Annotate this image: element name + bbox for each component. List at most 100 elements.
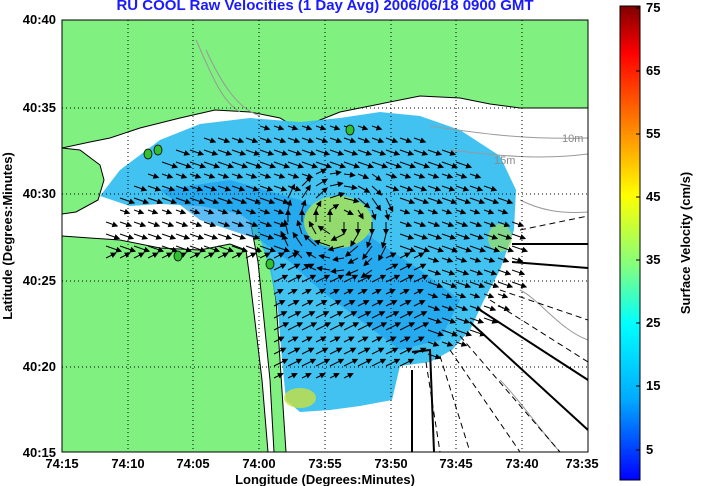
velocity-vector [441,221,455,228]
velocity-vector [119,197,136,205]
velocity-vector [315,358,331,367]
velocity-vector [245,245,263,253]
velocity-vector [327,245,345,252]
velocity-vector [147,233,163,240]
velocity-vector [329,300,342,307]
velocity-vector [413,173,426,179]
velocity-vector [332,256,345,262]
velocity-vector [363,257,373,267]
velocity-vector [385,185,400,192]
velocity-vector [329,161,347,169]
velocity-vector [273,161,291,169]
velocity-vector [105,252,117,259]
velocity-vector [189,245,207,253]
velocity-vector [287,149,303,156]
velocity-vector [413,263,427,271]
velocity-vector [511,269,526,276]
velocity-vector [441,257,454,263]
velocity-vector [273,300,286,307]
velocity-vector [315,289,326,295]
colorbar-gradient [619,5,641,481]
velocity-vector [385,149,401,156]
velocity-vector [427,269,442,276]
velocity-vector [273,347,287,355]
velocity-vector [287,311,302,319]
y-tick-label: 40:25 [23,273,56,288]
velocity-vector [316,265,331,272]
velocity-vector [287,347,301,355]
velocity-vector [287,322,304,331]
velocity-vector [315,336,327,343]
velocity-vector [217,233,233,240]
velocity-vector [413,197,430,205]
velocity-vector [287,373,298,379]
velocity-vector [329,347,343,355]
x-tick-label: 74:15 [45,456,78,471]
velocity-vector [427,161,445,169]
velocity-vector [301,322,318,331]
velocity-vector [347,257,359,264]
velocity-vector [399,197,416,205]
velocity-vector [399,336,411,343]
velocity-vector [413,185,428,192]
x-tick-label: 73:50 [374,456,407,471]
velocity-vector [133,233,149,240]
velocity-vector [427,329,445,337]
velocity-vector [175,173,188,179]
velocity-vector [259,185,274,192]
velocity-vector [343,322,360,331]
x-tick-label: 73:40 [505,456,538,471]
velocity-vector [313,239,331,247]
velocity-vector [245,185,260,192]
velocity-vector [273,252,285,259]
velocity-vector [511,245,529,253]
velocity-vector [231,173,244,179]
velocity-vector [511,221,525,228]
velocity-vector [371,358,387,367]
velocity-vector [203,197,220,205]
velocity-vector [175,197,192,205]
velocity-vector [301,161,319,169]
velocity-vector [217,185,232,192]
plot-frame [61,19,589,453]
velocity-vector [384,209,391,221]
velocity-vector [203,173,216,179]
velocity-vector [301,184,311,199]
velocity-vector [259,252,271,259]
velocity-vector [441,292,453,299]
velocity-vector [483,257,496,263]
velocity-vector [343,149,359,156]
x-tick-label: 74:10 [111,456,144,471]
velocity-vector [161,221,175,228]
velocity-vector [357,137,371,144]
x-axis-title: Longitude (Degrees:Minutes) [235,472,415,486]
velocity-vector [231,221,245,228]
velocity-vector [497,197,514,205]
velocity-vector [343,197,360,204]
velocity-vector [315,311,330,319]
velocity-vector [469,208,481,215]
velocity-vector [287,183,296,199]
velocity-vector [105,233,121,240]
velocity-vector [273,124,285,131]
velocity-vector [245,173,258,179]
velocity-vector [287,137,301,144]
velocity-vector [147,185,162,192]
radar-range-lines [425,215,588,452]
velocity-vector [300,199,307,211]
velocity-vector [357,336,369,343]
velocity-vector [343,347,357,355]
velocity-vector [259,221,273,228]
velocity-vector [259,137,273,144]
velocity-vector [273,263,287,271]
velocity-vector [133,208,145,215]
velocity-vector [147,252,159,259]
velocity-vector [469,197,486,205]
velocity-vector [147,208,159,215]
velocity-vector [427,317,443,324]
velocity-vector [455,292,467,299]
x-tick-label: 74:05 [176,456,209,471]
colorbar-tick-label: 25 [646,315,660,330]
velocity-vector [329,149,345,156]
velocity-vector [147,245,165,253]
